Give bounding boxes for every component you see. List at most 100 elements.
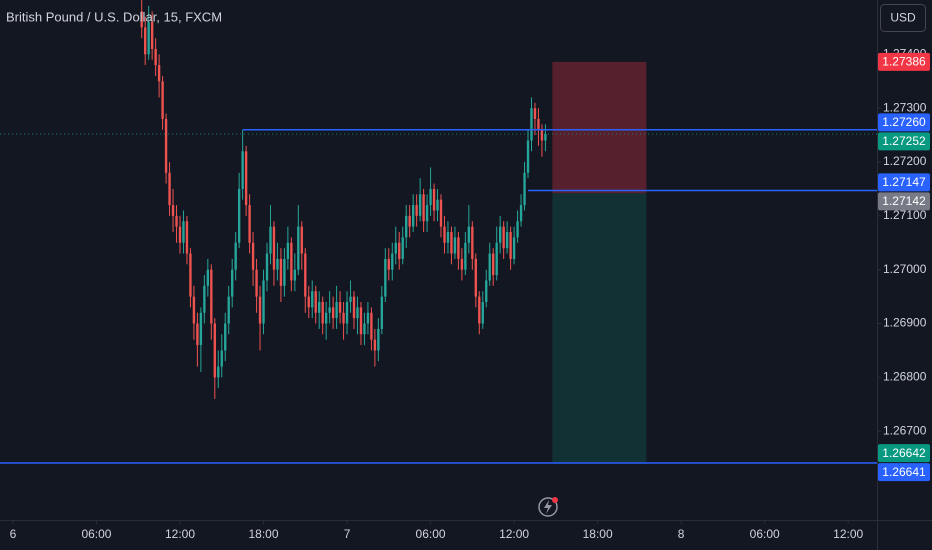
candle-body <box>537 118 540 130</box>
candle-body <box>241 151 244 189</box>
candle-body <box>272 226 276 270</box>
candle-body <box>311 291 314 308</box>
candle-body <box>321 301 324 324</box>
candle-body <box>304 253 307 297</box>
candle-body <box>140 11 143 28</box>
price-tag <box>878 132 930 151</box>
alert-bolt[interactable] <box>544 500 552 514</box>
y-tick-label: 1.26700 <box>883 423 927 437</box>
candle-body <box>224 323 227 351</box>
candle-body <box>314 291 317 313</box>
candle-body <box>171 205 175 216</box>
candle-body <box>328 307 331 313</box>
candle-body <box>485 280 488 302</box>
x-tick-label: 12:00 <box>165 527 195 541</box>
candle-body <box>429 188 432 206</box>
y-tick-label: 1.27200 <box>883 154 927 168</box>
candle-body <box>380 296 384 329</box>
candle-body <box>478 296 481 324</box>
alert-dot[interactable] <box>552 497 558 503</box>
plot-area <box>0 0 877 464</box>
candle-body <box>342 312 345 324</box>
alert-icon[interactable] <box>538 497 558 517</box>
price-tag <box>878 444 930 463</box>
candle-body <box>488 253 491 281</box>
price-tag <box>878 463 930 482</box>
y-tick-label: 1.27300 <box>883 100 927 114</box>
x-tick-label: 6 <box>10 527 17 541</box>
candle-body <box>352 296 356 319</box>
candle-body <box>474 258 477 297</box>
candle-body <box>505 232 509 249</box>
candle-body <box>436 199 439 211</box>
candle-body <box>244 151 248 206</box>
candle-body <box>450 232 453 254</box>
candle-body <box>220 350 223 367</box>
candle-body <box>199 312 203 346</box>
candle-body <box>398 242 401 259</box>
candle-body <box>157 65 161 82</box>
candle-body <box>300 226 303 254</box>
candle-body <box>192 296 196 324</box>
stop-zone <box>552 61 647 194</box>
candle-body <box>495 242 498 276</box>
candle-body <box>168 172 171 206</box>
candle-body <box>196 323 199 346</box>
y-tick-label: 1.26900 <box>883 316 927 330</box>
candle-body <box>502 226 505 249</box>
candle-body <box>237 188 241 243</box>
candle-body <box>394 242 397 254</box>
candle-body <box>335 301 338 319</box>
candle-body <box>349 296 352 302</box>
y-tick-label: 1.27000 <box>883 262 927 276</box>
price-tag <box>878 192 930 211</box>
candle-body <box>206 269 210 286</box>
candle-body <box>338 301 342 313</box>
price-tag-label: 1.27142 <box>882 194 926 208</box>
candle-body <box>363 323 366 335</box>
price-tag-label: 1.27260 <box>882 115 926 129</box>
candle-body <box>283 258 286 286</box>
axes: 1.274001.273001.272001.271001.270001.269… <box>10 47 930 541</box>
candle-body <box>161 81 164 119</box>
candle-body <box>405 215 408 238</box>
y-tick-label: 1.26800 <box>883 370 927 384</box>
price-tag-label: 1.27252 <box>882 134 926 148</box>
chart-title: British Pound / U.S. Dollar, 15, FXCM <box>6 9 222 24</box>
candle-body <box>443 226 446 243</box>
candle-body <box>439 199 443 227</box>
candle-body <box>422 194 425 222</box>
price-tag-label: 1.26642 <box>882 446 926 460</box>
alert-ring[interactable] <box>538 497 558 517</box>
candle-body <box>471 226 474 259</box>
x-tick-label: 8 <box>678 527 685 541</box>
candle-body <box>415 205 418 216</box>
candle-body <box>189 253 192 297</box>
candle-body <box>516 221 519 238</box>
price-tag-label: 1.27386 <box>882 55 926 69</box>
candle-body <box>384 258 387 297</box>
candle-body <box>293 269 297 281</box>
currency-label[interactable]: USD <box>890 11 916 25</box>
x-tick-label: 06:00 <box>750 527 780 541</box>
candle-body <box>227 296 230 324</box>
candle-body <box>258 296 262 324</box>
candle-body <box>164 118 168 173</box>
candle-body <box>530 108 533 141</box>
candle-body <box>481 301 484 324</box>
candle-body <box>182 221 185 243</box>
candle-body <box>526 140 530 173</box>
currency-button-frame[interactable] <box>880 4 926 32</box>
y-tick-label: 1.27100 <box>883 208 927 222</box>
candle-body <box>262 280 265 324</box>
x-tick-label: 06:00 <box>81 527 111 541</box>
candle-body <box>498 226 502 243</box>
candle-body <box>345 301 349 324</box>
currency-button[interactable]: USD <box>880 4 926 32</box>
candle-body <box>425 205 429 222</box>
price-tag-label: 1.26641 <box>882 465 926 479</box>
x-tick-label: 7 <box>344 527 351 541</box>
candle-body <box>144 27 147 55</box>
